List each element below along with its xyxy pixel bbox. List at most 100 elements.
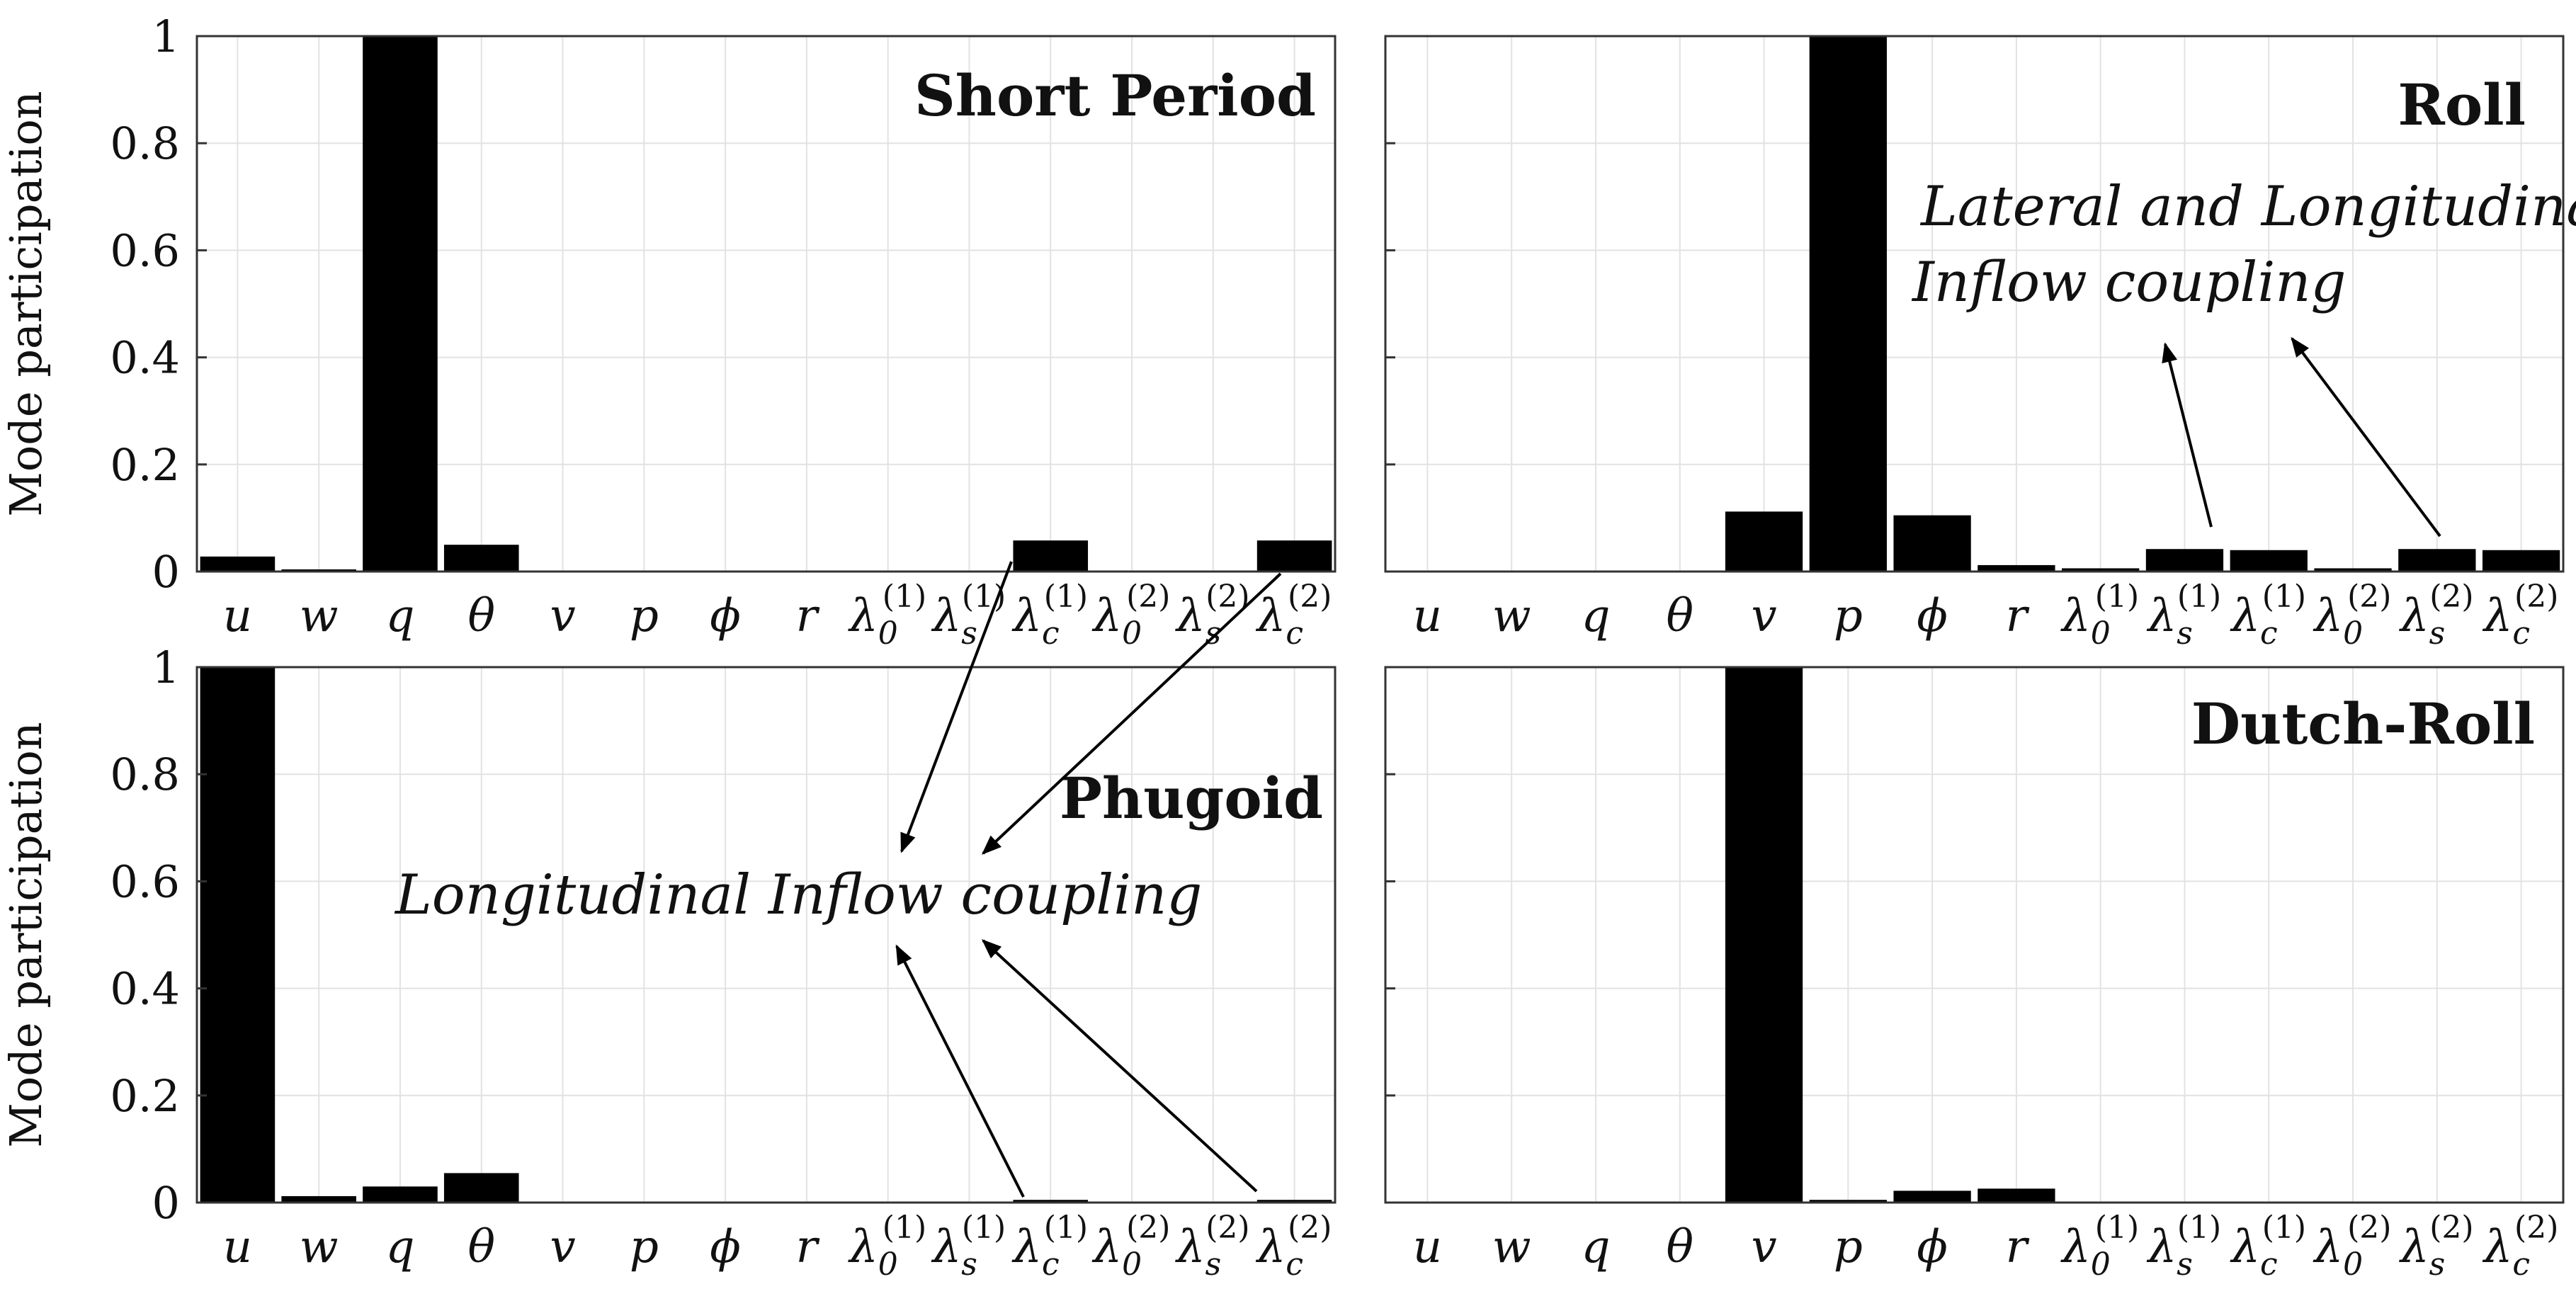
- panel-roll-x-tick-0: u: [1413, 590, 1442, 642]
- panel-roll-x-tick-1: w: [1492, 590, 1531, 642]
- panel-phugoid-y-tick-0: 0: [152, 1177, 180, 1229]
- panel-dutch-roll-x-tick-11: λ0(2): [2313, 1210, 2392, 1283]
- panel-dutch-roll-x-tick-12: λs(2): [2398, 1210, 2473, 1283]
- panel-roll-x-tick-9: λs(1): [2146, 579, 2221, 652]
- arrow-ph-2: [981, 939, 1258, 1193]
- panel-short-period-y-tick-3: 0.6: [110, 225, 180, 276]
- panel-short-period-ylabel: Mode participation: [0, 91, 52, 516]
- panel-roll-x-tick-2: q: [1581, 590, 1610, 642]
- panel-roll-bar-13: [2482, 550, 2560, 572]
- panel-short-period-bar-1: [281, 569, 356, 572]
- panel-phugoid-x-tick-9: λs(1): [931, 1210, 1006, 1283]
- panel-roll-x-tick-10: λc(1): [2229, 579, 2306, 652]
- panel-phugoid-bar-13: [1256, 1200, 1332, 1203]
- panel-short-period-x-tick-6: ϕ: [710, 590, 741, 642]
- panel-phugoid: 0 0.2 0.4 0.6 0.8 1 Mode participation u w q θ v p ϕ r…: [0, 642, 1337, 1283]
- panel-dutch-roll-bar-6: [1893, 1191, 1971, 1203]
- panel-roll-bar-12: [2398, 549, 2476, 572]
- panel-phugoid-x-tick-11: λ0(2): [1091, 1210, 1171, 1283]
- panel-short-period-y-tick-4: 0.8: [110, 118, 180, 169]
- panel-phugoid-x-tick-1: w: [300, 1221, 339, 1273]
- panel-short-period-y-tick-5: 1: [152, 11, 180, 62]
- panel-dutch-roll-x-tick-6: ϕ: [1917, 1221, 1948, 1273]
- panel-roll-x-tick-13: λc(2): [2482, 579, 2559, 652]
- panel-phugoid-axes: [195, 666, 1337, 1204]
- panel-short-period-bar-0: [200, 556, 276, 572]
- panel-phugoid-x-tick-13: λc(2): [1255, 1210, 1332, 1283]
- panel-roll-x-tick-12: λs(2): [2398, 579, 2473, 652]
- panel-dutch-roll-bar-4: [1725, 667, 1803, 1203]
- panel-roll-bar-7: [1978, 564, 2055, 572]
- panel-phugoid-x-tick-3: θ: [467, 1221, 495, 1273]
- panel-roll-bar-9: [2145, 549, 2224, 572]
- panel-dutch-roll-title: Dutch-Roll: [2191, 691, 2535, 757]
- panel-dutch-roll-x-tick-0: u: [1413, 1221, 1442, 1273]
- panel-dutch-roll-bar-7: [1978, 1188, 2055, 1203]
- panel-roll-x-tick-5: p: [1834, 590, 1863, 642]
- panel-short-period-x-tick-3: θ: [467, 590, 495, 642]
- panel-roll: u w q θ v p ϕ r λ0(1) λs(1) λc(1) λ0(2) λs(2) λc(2) Ro…: [1384, 35, 2565, 652]
- panel-roll-bar-10: [2230, 550, 2308, 572]
- panel-roll-bar-11: [2314, 568, 2392, 572]
- panel-phugoid-x-tick-8: λ0(1): [847, 1210, 926, 1283]
- panel-short-period-x-tick-1: w: [300, 590, 339, 642]
- panel-dutch-roll-x-tick-8: λ0(1): [2060, 1210, 2139, 1283]
- panel-phugoid-title: Phugoid: [1060, 765, 1323, 831]
- panel-phugoid-bar-1: [281, 1195, 356, 1203]
- annotation-arrows: [895, 336, 2441, 1198]
- panel-dutch-roll-x-tick-1: w: [1492, 1221, 1531, 1273]
- panel-phugoid-y-tick-5: 1: [152, 642, 180, 693]
- panel-dutch-roll: u w q θ v p ϕ r λ0(1) λs(1) λc(1) λ0(2) λs(2) λc(2) Du…: [1384, 666, 2565, 1283]
- panel-short-period-x-tick-4: v: [550, 590, 575, 642]
- panel-phugoid-y-tick-3: 0.6: [110, 856, 180, 907]
- panel-short-period-y-tick-1: 0.2: [110, 439, 180, 491]
- panel-dutch-roll-x-tick-9: λs(1): [2146, 1210, 2221, 1283]
- panel-dutch-roll-x-tick-5: p: [1834, 1221, 1863, 1273]
- panel-phugoid-x-tick-2: q: [385, 1221, 414, 1273]
- panel-dutch-roll-x-tick-3: θ: [1666, 1221, 1693, 1273]
- arrow-sp-2: [981, 572, 1282, 855]
- panel-phugoid-x-tick-10: λc(1): [1011, 1210, 1088, 1283]
- panel-short-period-bar-3: [443, 545, 519, 572]
- panel-phugoid-bar-10: [1013, 1200, 1089, 1203]
- arrow-ph-1: [895, 944, 1025, 1198]
- panel-phugoid-y-tick-1: 0.2: [110, 1070, 180, 1122]
- panel-roll-bar-6: [1893, 515, 1971, 572]
- panel-roll-bar-8: [2062, 568, 2140, 572]
- panel-short-period-x-tick-10: λc(1): [1011, 579, 1088, 652]
- panel-short-period-bar-13: [1256, 540, 1332, 572]
- annotation-lateral-line2: Inflow coupling: [1911, 251, 2346, 314]
- panel-short-period-axes: [195, 35, 1337, 573]
- panel-roll-bar-4: [1725, 511, 1803, 572]
- panel-short-period-x-tick-13: λc(2): [1255, 579, 1332, 652]
- panel-dutch-roll-x-tick-2: q: [1581, 1221, 1610, 1273]
- annotation-lateral-line1: Lateral and Longitudinal: [1919, 175, 2576, 239]
- panel-phugoid-ylabel: Mode participation: [0, 722, 52, 1147]
- panel-short-period: 0 0.2 0.4 0.6 0.8 1 Mode participation u w q θ v p ϕ r…: [0, 11, 1337, 652]
- panel-phugoid-x-tick-6: ϕ: [710, 1221, 741, 1273]
- panel-roll-title: Roll: [2398, 72, 2526, 138]
- panel-short-period-x-tick-8: λ0(1): [847, 579, 926, 652]
- panel-phugoid-x-tick-0: u: [223, 1221, 252, 1273]
- panel-phugoid-y-tick-2: 0.4: [110, 963, 180, 1015]
- panel-short-period-x-tick-11: λ0(2): [1091, 579, 1171, 652]
- panel-phugoid-bar-0: [200, 667, 276, 1203]
- panel-short-period-x-tick-9: λs(1): [931, 579, 1006, 652]
- arrow-roll-2: [2291, 336, 2441, 538]
- panel-short-period-x-tick-2: q: [385, 590, 414, 642]
- panel-roll-x-tick-7: r: [2006, 590, 2030, 642]
- panel-short-period-x-tick-12: λs(2): [1174, 579, 1249, 652]
- panel-roll-x-tick-6: ϕ: [1917, 590, 1948, 642]
- panel-short-period-x-tick-5: p: [630, 590, 659, 642]
- panel-dutch-roll-x-tick-10: λc(1): [2229, 1210, 2306, 1283]
- panel-phugoid-y-tick-4: 0.8: [110, 749, 180, 800]
- panel-short-period-title: Short Period: [914, 62, 1316, 129]
- panel-phugoid-x-tick-5: p: [630, 1221, 659, 1273]
- arrow-roll-1: [2162, 342, 2213, 528]
- panel-short-period-bar-2: [363, 36, 438, 572]
- arrow-sp-1: [900, 561, 1013, 853]
- panel-phugoid-x-tick-12: λs(2): [1174, 1210, 1249, 1283]
- panel-roll-x-tick-4: v: [1751, 590, 1776, 642]
